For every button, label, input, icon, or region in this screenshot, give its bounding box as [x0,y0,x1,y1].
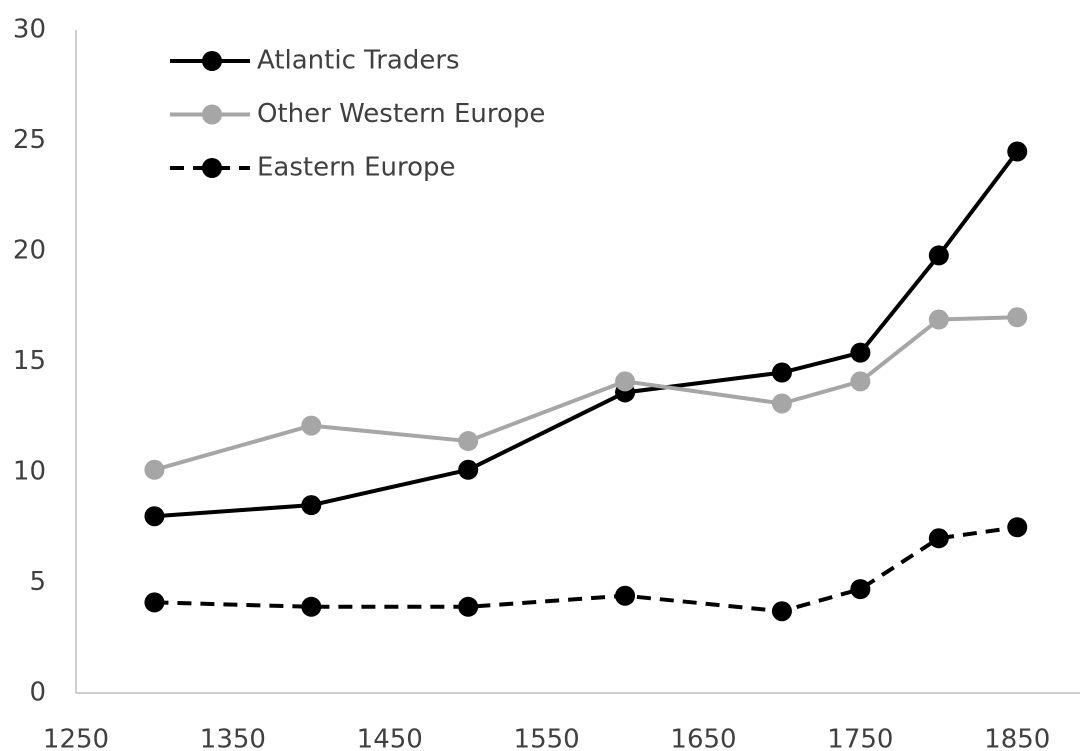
y-tick-label: 20 [13,236,46,266]
data-point [928,528,949,549]
series-line [154,525,1018,614]
data-point [458,596,479,617]
x-tick-label: 1350 [200,725,266,751]
x-tick-label: 1750 [827,725,893,751]
data-point [458,459,479,480]
data-point [1007,141,1028,162]
x-tick-label: 1650 [670,725,736,751]
legend-marker [202,51,222,71]
x-tick-label: 1850 [984,725,1050,751]
data-point [301,415,322,436]
legend-marker [202,158,222,178]
data-point [615,585,636,606]
data-point [144,506,165,527]
data-point [301,495,322,516]
data-point [928,245,949,266]
series-line [153,315,1018,472]
legend-label: Atlantic Traders [257,46,460,76]
data-point [771,601,792,622]
y-tick-label: 25 [13,125,46,155]
y-tick-label: 10 [13,457,46,487]
data-point [771,393,792,414]
y-tick-label: 0 [29,678,46,708]
data-point [928,309,949,330]
legend-marker [202,104,222,125]
data-point [144,459,165,480]
x-tick-label: 1450 [357,725,423,751]
legend-label: Other Western Europe [257,99,545,129]
y-tick-label: 30 [13,15,46,45]
data-point [1007,517,1028,538]
y-tick-label: 5 [29,567,46,597]
series-line [154,150,1019,519]
legend-label: Eastern Europe [257,153,456,183]
x-tick-label: 1250 [43,725,109,751]
data-point [850,371,871,392]
y-tick-label: 15 [13,346,46,376]
data-point [1007,307,1028,328]
x-tick-label: 1550 [514,725,580,751]
data-point [850,579,871,600]
data-point [615,371,636,392]
data-point [458,431,479,452]
data-point [301,596,322,617]
data-point [771,362,792,383]
data-point [144,592,165,613]
data-point [850,342,871,363]
